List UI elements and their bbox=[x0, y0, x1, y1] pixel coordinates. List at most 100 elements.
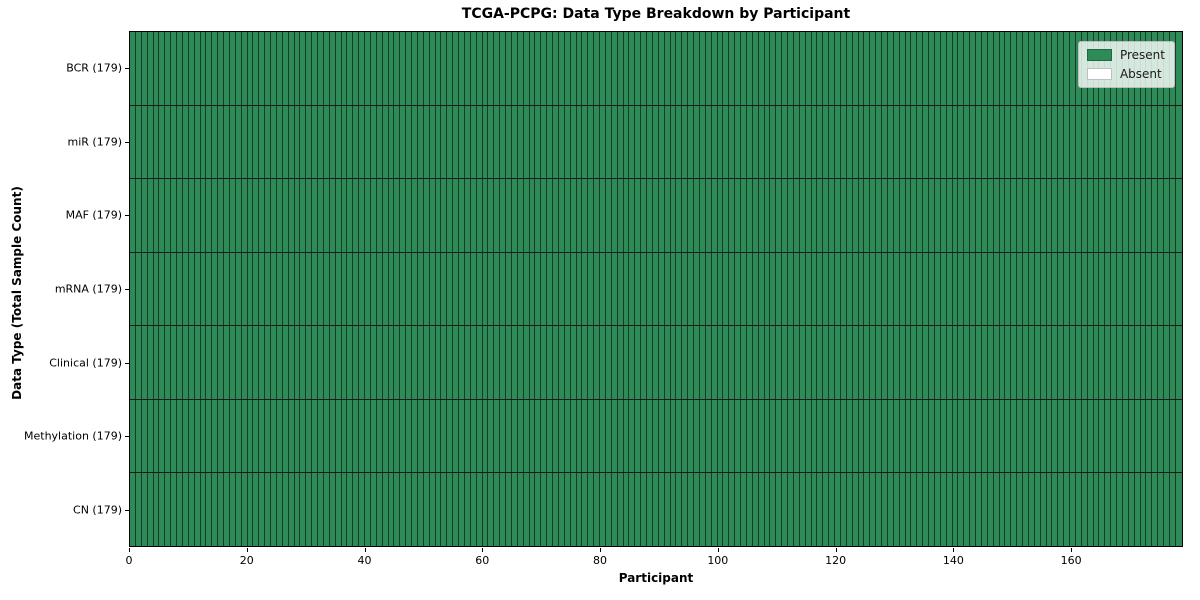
heatmap-cell bbox=[622, 326, 629, 399]
heatmap-cell bbox=[281, 252, 288, 326]
heatmap-cell bbox=[757, 32, 764, 105]
heatmap-cell bbox=[910, 179, 917, 252]
heatmap-cell bbox=[193, 326, 200, 399]
heatmap-cell bbox=[1116, 179, 1122, 252]
heatmap-cell bbox=[528, 252, 535, 326]
heatmap-cell bbox=[740, 473, 746, 547]
heatmap-cell bbox=[199, 179, 206, 252]
heatmap-cell bbox=[798, 252, 805, 326]
heatmap-cell bbox=[1110, 399, 1116, 473]
heatmap-cell bbox=[405, 179, 411, 252]
heatmap-cell bbox=[828, 326, 834, 399]
heatmap-cell bbox=[663, 399, 670, 473]
heatmap-cell bbox=[258, 32, 265, 105]
heatmap-cell bbox=[816, 326, 823, 399]
heatmap-cell bbox=[152, 179, 159, 252]
heatmap-cell bbox=[904, 252, 911, 326]
heatmap-cell bbox=[1168, 473, 1175, 547]
heatmap-cell bbox=[969, 32, 975, 105]
heatmap-cell bbox=[745, 105, 752, 179]
heatmap-cell bbox=[1045, 179, 1052, 252]
heatmap-cell bbox=[458, 32, 464, 105]
heatmap-cell bbox=[1051, 473, 1058, 547]
heatmap-cell bbox=[722, 105, 729, 179]
heatmap-cell bbox=[381, 105, 388, 179]
heatmap-cell bbox=[687, 399, 693, 473]
heatmap-cell bbox=[270, 32, 276, 105]
heatmap-cell bbox=[534, 326, 541, 399]
heatmap-cell bbox=[575, 105, 582, 179]
heatmap-cell bbox=[287, 179, 294, 252]
heatmap-cell bbox=[1139, 179, 1146, 252]
heatmap-cell bbox=[698, 252, 705, 326]
heatmap-cell bbox=[1057, 252, 1064, 326]
heatmap-cell bbox=[481, 105, 488, 179]
heatmap-cell bbox=[440, 252, 447, 326]
heatmap-cell bbox=[422, 105, 429, 179]
heatmap-cell bbox=[751, 326, 758, 399]
heatmap-cell bbox=[622, 252, 629, 326]
heatmap-cell bbox=[158, 473, 165, 547]
heatmap-cell bbox=[499, 32, 505, 105]
heatmap-cell bbox=[922, 105, 928, 179]
heatmap-cell bbox=[886, 252, 893, 326]
heatmap-cell bbox=[928, 326, 934, 399]
heatmap-cell bbox=[469, 179, 476, 252]
heatmap-cell bbox=[904, 326, 911, 399]
heatmap-cell bbox=[1098, 473, 1105, 547]
heatmap-cell bbox=[687, 105, 693, 179]
heatmap-cell bbox=[969, 105, 975, 179]
heatmap-cell bbox=[463, 399, 470, 473]
heatmap-cell bbox=[164, 32, 171, 105]
heatmap-cell bbox=[346, 473, 353, 547]
heatmap-cell bbox=[1022, 32, 1028, 105]
heatmap-cell bbox=[933, 179, 940, 252]
heatmap-cell bbox=[134, 179, 141, 252]
heatmap-cell bbox=[522, 105, 529, 179]
heatmap-cell bbox=[957, 399, 964, 473]
heatmap-cell bbox=[681, 473, 688, 547]
heatmap-cell bbox=[1174, 399, 1181, 473]
heatmap-cell bbox=[810, 473, 817, 547]
heatmap-cell bbox=[258, 252, 265, 326]
heatmap-cell bbox=[264, 473, 270, 547]
heatmap-cell bbox=[240, 252, 247, 326]
heatmap-cell bbox=[352, 105, 359, 179]
heatmap-cell bbox=[651, 399, 658, 473]
heatmap-cell bbox=[440, 179, 447, 252]
heatmap-cell bbox=[399, 399, 406, 473]
heatmap-cell bbox=[869, 32, 876, 105]
heatmap-cell bbox=[1157, 326, 1163, 399]
heatmap-cell bbox=[986, 473, 993, 547]
heatmap-cell bbox=[434, 105, 441, 179]
heatmap-cell bbox=[745, 326, 752, 399]
heatmap-cell bbox=[563, 105, 570, 179]
heatmap-cell bbox=[130, 252, 135, 326]
heatmap-cell bbox=[863, 105, 870, 179]
heatmap-cell bbox=[622, 473, 629, 547]
heatmap-cell bbox=[258, 473, 265, 547]
heatmap-cell bbox=[405, 399, 411, 473]
heatmap-cell bbox=[881, 105, 887, 179]
heatmap-cell bbox=[722, 326, 729, 399]
heatmap-cell bbox=[1168, 105, 1175, 179]
heatmap-cell bbox=[939, 105, 946, 179]
heatmap-cell bbox=[845, 32, 852, 105]
heatmap-cell bbox=[211, 179, 218, 252]
heatmap-cell bbox=[428, 105, 435, 179]
heatmap-cell bbox=[1080, 473, 1087, 547]
heatmap-cell bbox=[604, 105, 611, 179]
heatmap-cell bbox=[146, 252, 153, 326]
heatmap-cell bbox=[170, 252, 176, 326]
heatmap-cell bbox=[698, 32, 705, 105]
heatmap-cell bbox=[246, 326, 253, 399]
heatmap-cell bbox=[886, 105, 893, 179]
heatmap-cell bbox=[176, 473, 182, 547]
heatmap-cell bbox=[516, 252, 523, 326]
heatmap-cell bbox=[1063, 32, 1069, 105]
heatmap-cell bbox=[240, 399, 247, 473]
heatmap-cell bbox=[704, 399, 711, 473]
heatmap-cell bbox=[787, 326, 793, 399]
heatmap-cell bbox=[1069, 105, 1075, 179]
heatmap-cell bbox=[311, 252, 317, 326]
